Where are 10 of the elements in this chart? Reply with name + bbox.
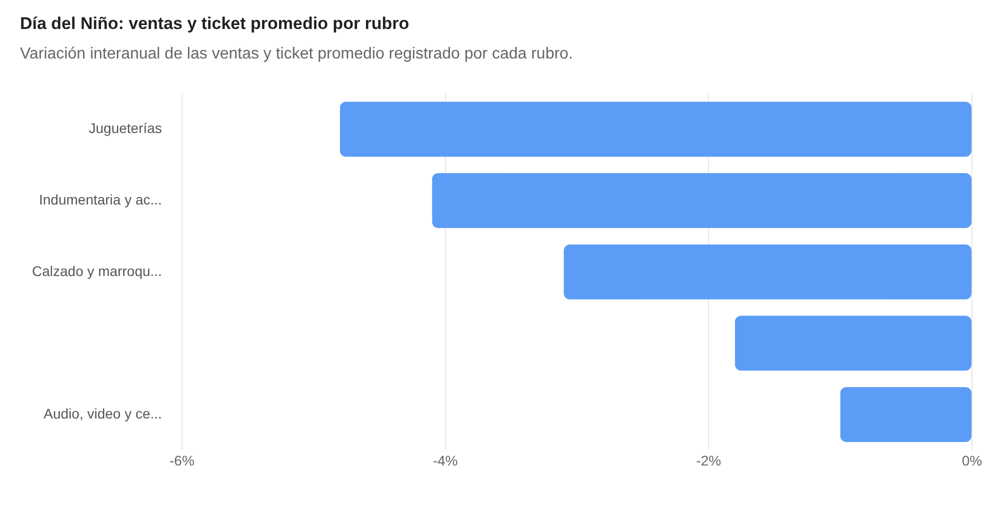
chart-subtitle: Variación interanual de las ventas y ticket promedio registrado por cada rubro. [20,45,573,62]
y-tick-label: Indumentaria y ac... [38,191,162,208]
y-tick-label: Jugueterías [88,120,162,136]
chart-title: Día del Niño: ventas y ticket promedio por rubro [20,14,410,33]
y-tick-label: Calzado y marroqu... [32,262,162,279]
y-tick-label: Audio, video y ce... [44,405,162,422]
x-tick-label: -4% [432,452,458,468]
x-tick-label: -6% [169,452,194,468]
x-tick-label: -2% [696,452,722,468]
x-tick-label: 0% [962,452,982,468]
